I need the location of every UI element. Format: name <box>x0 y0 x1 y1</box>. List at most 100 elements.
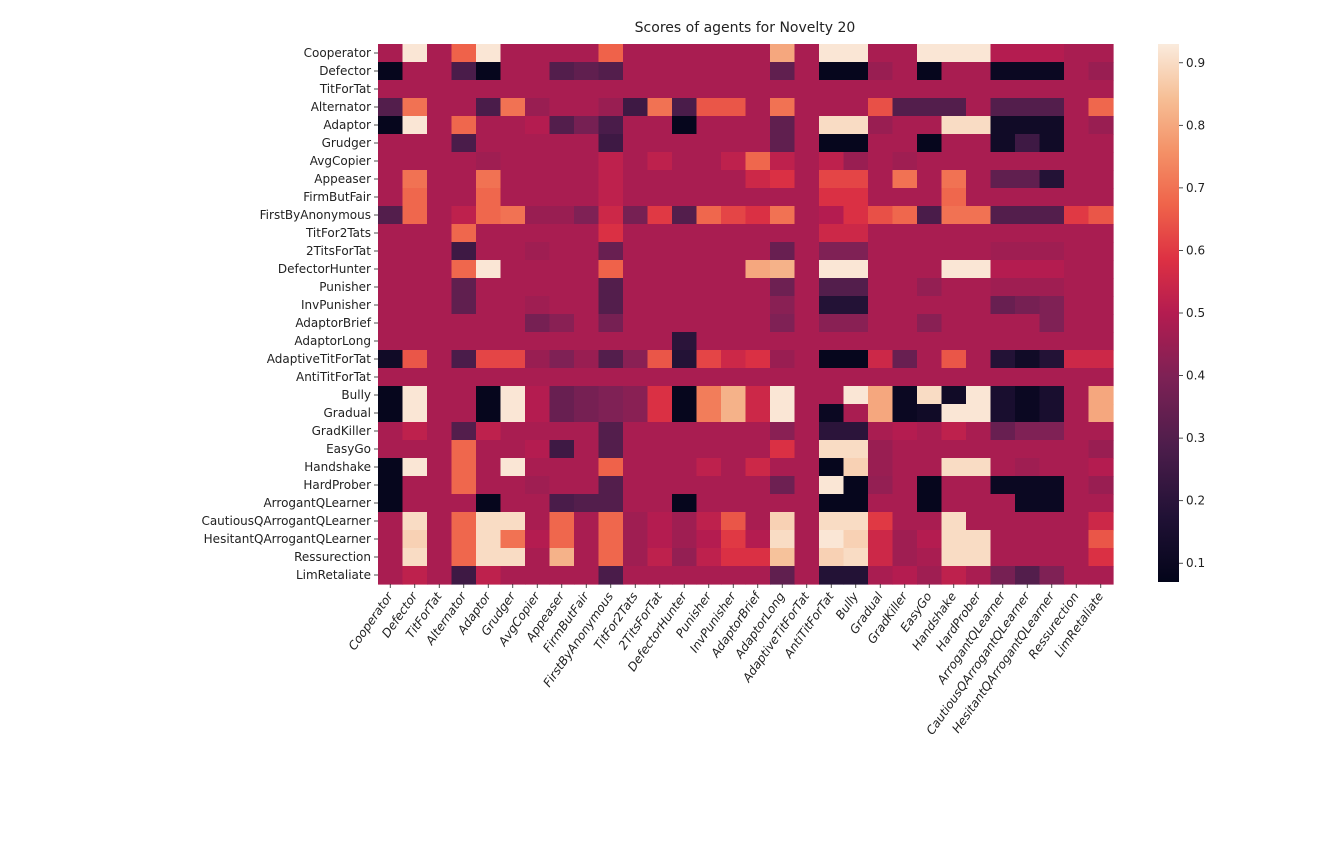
heatmap-cell <box>892 206 918 225</box>
heatmap-cell <box>549 386 575 405</box>
heatmap-cell <box>378 440 404 459</box>
heatmap-cell <box>574 332 600 351</box>
heatmap-cell <box>843 548 869 567</box>
heatmap-cell <box>1039 152 1065 171</box>
heatmap-cell <box>549 458 575 477</box>
heatmap-cell <box>941 458 967 477</box>
heatmap-cell <box>476 314 502 333</box>
heatmap-cell <box>574 98 600 117</box>
heatmap-cell <box>1015 152 1041 171</box>
heatmap-cell <box>745 422 771 441</box>
heatmap-cells <box>378 44 1114 585</box>
heatmap-cell <box>647 422 673 441</box>
heatmap-cell <box>794 314 820 333</box>
heatmap-cell <box>843 530 869 549</box>
heatmap-cell <box>500 422 526 441</box>
heatmap-cell <box>696 80 722 99</box>
heatmap-cell <box>402 80 428 99</box>
heatmap-cell <box>647 170 673 189</box>
heatmap-cell <box>696 422 722 441</box>
heatmap-cell <box>476 170 502 189</box>
heatmap-cell <box>500 224 526 243</box>
heatmap-cell <box>500 80 526 99</box>
heatmap-cell <box>696 278 722 297</box>
heatmap-cell <box>843 170 869 189</box>
heatmap-cell <box>451 458 477 477</box>
heatmap-cell <box>745 170 771 189</box>
heatmap-cell <box>1039 458 1065 477</box>
heatmap-cell <box>1064 530 1090 549</box>
heatmap-cell <box>427 494 453 513</box>
heatmap-cell <box>990 332 1016 351</box>
y-tick-label: CautiousQArrogantQLearner <box>201 514 371 528</box>
heatmap-cell <box>1088 512 1114 531</box>
heatmap-cell <box>843 440 869 459</box>
heatmap-cell <box>378 332 404 351</box>
heatmap-cell <box>672 350 698 369</box>
heatmap-cell <box>574 170 600 189</box>
heatmap-cell <box>378 242 404 261</box>
heatmap-cell <box>427 116 453 135</box>
heatmap-cell <box>941 170 967 189</box>
heatmap-cell <box>672 98 698 117</box>
y-tick-label: Appeaser <box>314 172 371 186</box>
heatmap-cell <box>451 260 477 279</box>
heatmap-cell <box>402 566 428 585</box>
heatmap-cell <box>647 278 673 297</box>
heatmap-cell <box>672 494 698 513</box>
heatmap-cell <box>451 152 477 171</box>
heatmap-cell <box>500 188 526 207</box>
heatmap-cell <box>500 512 526 531</box>
heatmap-cell <box>990 512 1016 531</box>
heatmap-cell <box>378 134 404 153</box>
heatmap-cell <box>917 350 943 369</box>
heatmap-cell <box>868 404 894 423</box>
heatmap-cell <box>623 368 649 387</box>
heatmap-cell <box>843 494 869 513</box>
heatmap-cell <box>892 278 918 297</box>
heatmap-cell <box>525 206 551 225</box>
heatmap-cell <box>770 134 796 153</box>
heatmap-cell <box>966 80 992 99</box>
heatmap-cell <box>721 494 747 513</box>
heatmap-cell <box>1088 494 1114 513</box>
heatmap-cell <box>917 44 943 63</box>
heatmap-cell <box>647 530 673 549</box>
heatmap-cell <box>549 476 575 495</box>
heatmap-cell <box>500 368 526 387</box>
heatmap-cell <box>427 44 453 63</box>
heatmap-cell <box>721 80 747 99</box>
heatmap-cell <box>427 152 453 171</box>
y-tick-label: InvPunisher <box>301 298 371 312</box>
heatmap-cell <box>990 152 1016 171</box>
heatmap-cell <box>770 548 796 567</box>
heatmap-cell <box>794 296 820 315</box>
heatmap-cell <box>1039 188 1065 207</box>
heatmap-cell <box>623 350 649 369</box>
heatmap-cell <box>868 368 894 387</box>
heatmap-cell <box>500 170 526 189</box>
y-tick-label: Ressurection <box>294 550 371 564</box>
heatmap-cell <box>598 386 624 405</box>
y-tick-label: GradKiller <box>312 424 371 438</box>
heatmap-cell <box>549 80 575 99</box>
heatmap-cell <box>1039 224 1065 243</box>
heatmap-cell <box>598 134 624 153</box>
y-tick-label: DefectorHunter <box>278 262 371 276</box>
heatmap-cell <box>892 458 918 477</box>
x-axis: CooperatorDefectorTitForTatAlternatorAda… <box>346 584 1106 737</box>
heatmap-cell <box>647 332 673 351</box>
heatmap-cell <box>745 44 771 63</box>
heatmap-cell <box>623 566 649 585</box>
heatmap-cell <box>819 368 845 387</box>
heatmap-cell <box>1088 242 1114 261</box>
heatmap-cell <box>966 386 992 405</box>
heatmap-cell <box>721 152 747 171</box>
heatmap-cell <box>721 458 747 477</box>
heatmap-cell <box>378 530 404 549</box>
heatmap-cell <box>770 404 796 423</box>
heatmap-cell <box>1039 566 1065 585</box>
heatmap-cell <box>819 458 845 477</box>
colorbar-tick-label: 0.9 <box>1186 56 1205 70</box>
heatmap-cell <box>427 422 453 441</box>
